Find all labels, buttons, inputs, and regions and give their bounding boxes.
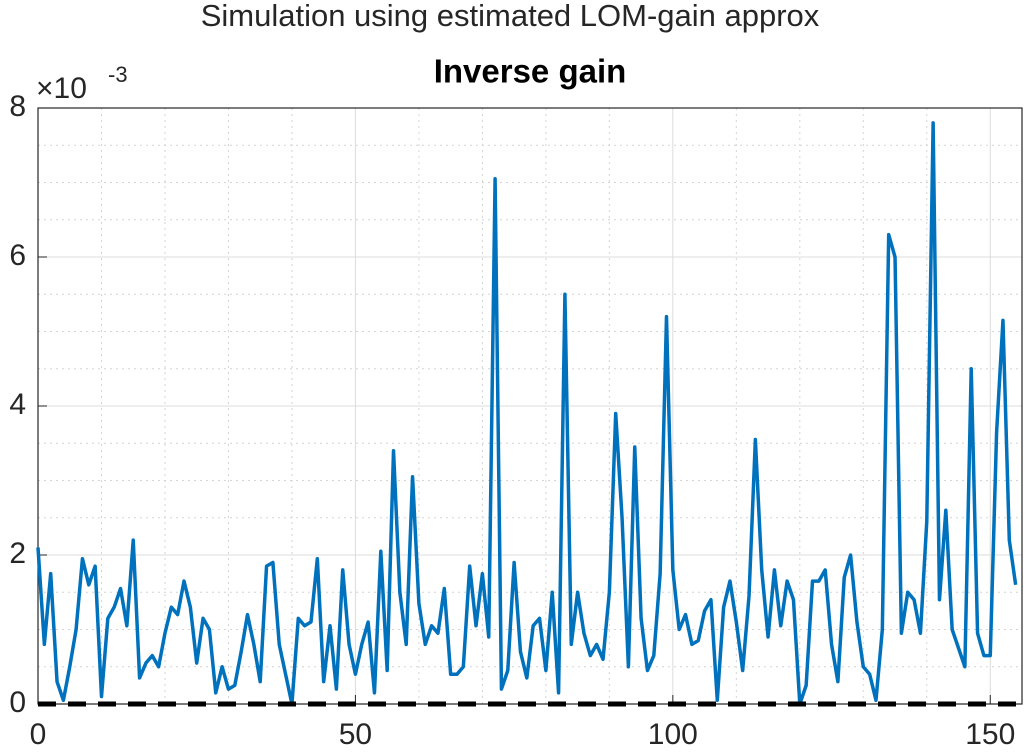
- suptitle: Simulation using estimated LOM-gain appr…: [201, 0, 820, 33]
- y-tick-label: 2: [9, 537, 26, 570]
- x-tick-label: 150: [965, 718, 1015, 751]
- y-exponent: -3: [108, 62, 128, 87]
- y-tick-label: 8: [9, 90, 26, 123]
- x-tick-label: 0: [30, 718, 47, 751]
- x-tick-label: 50: [339, 718, 372, 751]
- x-tick-label: 100: [648, 718, 698, 751]
- y-tick-label: 0: [9, 686, 26, 719]
- chart-title: Inverse gain: [434, 53, 627, 90]
- y-exponent-base: ×10: [36, 72, 87, 105]
- y-tick-label: 4: [9, 388, 26, 421]
- data-line: [36, 121, 1018, 706]
- y-tick-label: 6: [9, 239, 26, 272]
